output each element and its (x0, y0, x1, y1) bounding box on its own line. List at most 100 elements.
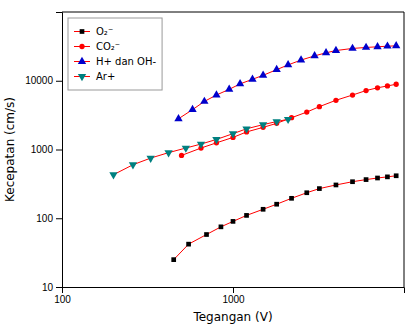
legend-item: H+ dan OH- (74, 56, 156, 67)
point (332, 46, 340, 53)
legend-label: H+ dan OH- (96, 56, 156, 67)
point (164, 150, 172, 157)
x-tick: 100 (54, 287, 71, 305)
legend-item: Ar+ (74, 71, 115, 82)
point (274, 202, 279, 207)
y-axis: 10 100 1000 10000 (25, 13, 62, 293)
y-tick-label: 1000 (31, 144, 54, 155)
point (147, 156, 155, 163)
legend-item: O₂⁻ (74, 26, 113, 37)
y-tick: 10 (42, 282, 62, 293)
point (204, 232, 209, 237)
legend-marker (78, 74, 86, 81)
point (363, 88, 368, 93)
point (289, 196, 294, 201)
point (350, 92, 355, 97)
y-tick: 10000 (25, 75, 62, 86)
point (375, 176, 380, 181)
legend-box (68, 18, 162, 90)
point (394, 173, 399, 178)
legend-marker (79, 44, 84, 49)
legend-marker (78, 57, 86, 64)
point (261, 207, 266, 212)
point (394, 82, 399, 87)
point (188, 105, 196, 112)
point (186, 242, 191, 247)
x-axis: 100 1000 (54, 287, 404, 305)
y-tick-mark (56, 81, 62, 82)
point (392, 41, 400, 48)
point (317, 104, 322, 109)
legend-item: CO₂⁻ (74, 41, 120, 52)
point (129, 162, 137, 169)
point (373, 42, 381, 49)
y-tick-label: 10000 (25, 75, 53, 86)
x-tick-label: 1000 (222, 294, 245, 305)
chart: 100100010100100010000O₂⁻CO₂⁻H+ dan OH-Ar… (0, 0, 420, 329)
point (182, 146, 190, 153)
point (259, 122, 267, 129)
point (179, 153, 184, 158)
point (334, 183, 339, 188)
point (385, 175, 390, 180)
x-axis-line (63, 288, 405, 294)
point (174, 114, 182, 121)
point (244, 213, 249, 218)
point (225, 85, 233, 92)
y-tick-label: 10 (42, 282, 54, 293)
point (297, 55, 305, 62)
point (272, 119, 280, 126)
point (109, 172, 117, 179)
y-tick: 100 (36, 213, 62, 224)
frame-top (62, 12, 404, 13)
point (375, 85, 380, 90)
point (229, 131, 237, 138)
point (364, 177, 369, 182)
point (348, 44, 356, 51)
point (259, 71, 267, 78)
y-tick-label: 100 (36, 213, 53, 224)
x-tick-mark (233, 287, 234, 293)
point (197, 142, 205, 149)
point (200, 97, 208, 104)
point (212, 137, 220, 144)
legend-label: O₂⁻ (96, 26, 113, 37)
point (236, 79, 244, 86)
point (383, 41, 391, 48)
point (219, 224, 224, 229)
point (231, 219, 236, 224)
y-tick-mark (56, 218, 62, 219)
series-line (178, 46, 396, 119)
point (310, 51, 318, 58)
y-axis-line (56, 13, 63, 288)
x-tick-label: 100 (54, 294, 71, 305)
series-line (182, 84, 397, 155)
y-tick: 1000 (31, 144, 62, 155)
point (350, 179, 355, 184)
point (322, 48, 330, 55)
legend: O₂⁻ CO₂⁻ H+ dan OH- Ar+ (68, 18, 162, 90)
legend-label: CO₂⁻ (96, 41, 120, 52)
frame-right (404, 12, 405, 287)
y-tick-mark (56, 150, 62, 151)
point (317, 186, 322, 191)
point (242, 126, 250, 133)
series-line (113, 119, 288, 174)
point (284, 60, 292, 67)
point (333, 98, 338, 103)
series-line (174, 176, 396, 260)
point (272, 65, 280, 72)
point (362, 43, 370, 50)
x-axis-title: Tegangan (V) (192, 310, 272, 324)
point (284, 117, 292, 124)
point (171, 257, 176, 262)
plot: 100100010100100010000O₂⁻CO₂⁻H+ dan OH-Ar… (25, 12, 404, 305)
point (212, 90, 220, 97)
y-axis-title: Kecepatan (cm/s) (3, 97, 17, 202)
x-tick: 1000 (222, 287, 245, 305)
legend-marker (80, 29, 85, 34)
y-tick-mark (56, 287, 62, 288)
point (385, 83, 390, 88)
point (304, 109, 309, 114)
point (304, 190, 309, 195)
